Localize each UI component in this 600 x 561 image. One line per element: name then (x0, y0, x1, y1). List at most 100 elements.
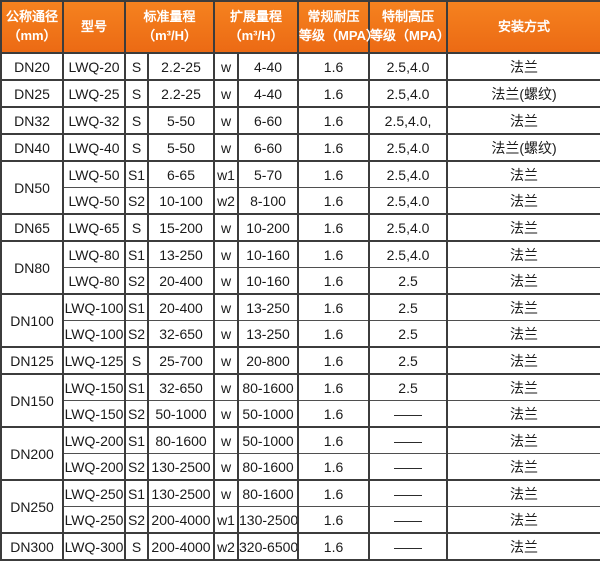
cell-pressure: 1.6 (297, 400, 371, 428)
cell-s: S (124, 533, 149, 561)
cell-s: S2 (124, 506, 149, 534)
cell-pressure: 1.6 (297, 187, 371, 215)
cell-s: S1 (124, 161, 149, 188)
cell-ext: 13-250 (237, 294, 300, 321)
cell-diameter: DN50 (0, 161, 64, 215)
cell-high: —— (368, 400, 449, 428)
table-row: DN250 LWQ-250 S1 130-2500 w 80-1600 1.6 —— 法兰 (0, 480, 600, 534)
cell-ext: 10-200 (237, 214, 300, 242)
cell-model: LWQ-150 (62, 400, 126, 428)
cell-install: 法兰 (446, 427, 600, 454)
cell-diameter: DN40 (0, 134, 64, 162)
cell-s: S (124, 347, 149, 375)
cell-ext: 20-800 (237, 347, 300, 375)
cell-model: LWQ-65 (62, 214, 126, 242)
cell-high: 2.5 (368, 374, 449, 401)
cell-std: 6-65 (146, 161, 216, 188)
cell-high: —— (368, 427, 449, 454)
header-standard-range: 标准量程 （m³/H） (123, 0, 216, 54)
cell-model: LWQ-100 (62, 294, 126, 321)
cell-ext: 6-60 (237, 107, 300, 135)
cell-s: S (124, 107, 149, 135)
cell-s: S2 (124, 400, 149, 428)
cell-diameter: DN20 (0, 53, 64, 81)
table-row: DN125 LWQ-125 S 25-700 w 20-800 1.6 2.5 法兰 (0, 347, 600, 375)
cell-install: 法兰 (446, 53, 600, 81)
table-row: DN100 LWQ-100 S1 20-400 w 13-250 1.6 2.5 法兰 (0, 294, 600, 348)
cell-std: 5-50 (146, 134, 216, 162)
cell-model: LWQ-32 (62, 107, 126, 135)
cell-w: w (213, 80, 240, 108)
cell-pressure: 1.6 (297, 214, 371, 242)
table-row: DN200 LWQ-200 S1 80-1600 w 50-1000 1.6 —— 法兰 (0, 427, 600, 481)
cell-install: 法兰(螺纹) (446, 80, 600, 108)
cell-pressure: 1.6 (297, 53, 371, 81)
cell-std: 13-250 (146, 241, 216, 268)
cell-ext: 80-1600 (237, 480, 300, 507)
table-row: LWQ-250 S2 200-4000 w1 130-2500 1.6 —— 法兰 (1, 506, 600, 534)
cell-w: w (213, 294, 240, 321)
cell-pressure: 1.6 (297, 480, 371, 507)
cell-pressure: 1.6 (297, 294, 371, 321)
table-body: DN20 LWQ-20 S 2.2-25 w 4-40 1.6 2.5,4.0 法兰 DN25 LW… (0, 53, 600, 561)
cell-high: 2.5 (368, 320, 449, 348)
cell-s: S1 (124, 374, 149, 401)
cell-pressure: 1.6 (297, 320, 371, 348)
header-model: 型号 (62, 0, 126, 54)
cell-high: 2.5 (368, 294, 449, 321)
cell-pressure: 1.6 (297, 107, 371, 135)
table-row: LWQ-150 S2 50-1000 w 50-1000 1.6 —— 法兰 (1, 400, 600, 428)
cell-s: S (124, 134, 149, 162)
cell-pressure: 1.6 (297, 347, 371, 375)
cell-pressure: 1.6 (297, 161, 371, 188)
cell-s: S1 (124, 480, 149, 507)
cell-s: S (124, 214, 149, 242)
cell-ext: 5-70 (237, 161, 300, 188)
cell-install: 法兰(螺纹) (446, 134, 600, 162)
table-row: DN20 LWQ-20 S 2.2-25 w 4-40 1.6 2.5,4.0 法兰 (0, 53, 600, 81)
cell-ext: 80-1600 (237, 374, 300, 401)
cell-install: 法兰 (446, 107, 600, 135)
cell-std: 2.2-25 (146, 80, 216, 108)
cell-install: 法兰 (446, 294, 600, 321)
cell-s: S1 (124, 427, 149, 454)
cell-diameter: DN250 (0, 480, 64, 534)
cell-ext: 130-2500 (237, 506, 300, 534)
cell-install: 法兰 (446, 161, 600, 188)
cell-s: S1 (124, 294, 149, 321)
cell-pressure: 1.6 (297, 533, 371, 561)
cell-diameter: DN25 (0, 80, 64, 108)
cell-model: LWQ-250 (62, 506, 126, 534)
cell-model: LWQ-50 (62, 187, 126, 215)
cell-w: w (213, 134, 240, 162)
cell-std: 15-200 (146, 214, 216, 242)
cell-ext: 8-100 (237, 187, 300, 215)
cell-high: 2.5 (368, 347, 449, 375)
cell-ext: 6-60 (237, 134, 300, 162)
header-high-pressure-rating: 特制高压 等级（MPA） (368, 0, 450, 54)
cell-high: —— (368, 506, 449, 534)
cell-high: 2.5,4.0 (368, 134, 449, 162)
cell-w: w (213, 427, 240, 454)
cell-high: 2.5,4.0 (368, 241, 449, 268)
cell-model: LWQ-80 (62, 267, 126, 295)
cell-w: w2 (213, 533, 240, 561)
cell-w: w (213, 241, 240, 268)
cell-w: w (213, 400, 240, 428)
cell-diameter: DN200 (0, 427, 64, 481)
cell-w: w2 (213, 187, 240, 215)
cell-install: 法兰 (446, 400, 600, 428)
table-row: DN40 LWQ-40 S 5-50 w 6-60 1.6 2.5,4.0 法兰(螺纹) (0, 134, 600, 162)
cell-model: LWQ-300 (62, 533, 126, 561)
cell-diameter: DN300 (0, 533, 64, 561)
cell-install: 法兰 (446, 267, 600, 295)
cell-w: w (213, 347, 240, 375)
cell-w: w (213, 107, 240, 135)
cell-model: LWQ-80 (62, 241, 126, 268)
cell-diameter: DN125 (0, 347, 64, 375)
cell-model: LWQ-20 (62, 53, 126, 81)
cell-w: w (213, 267, 240, 295)
cell-w: w (213, 320, 240, 348)
cell-model: LWQ-25 (62, 80, 126, 108)
cell-pressure: 1.6 (297, 134, 371, 162)
